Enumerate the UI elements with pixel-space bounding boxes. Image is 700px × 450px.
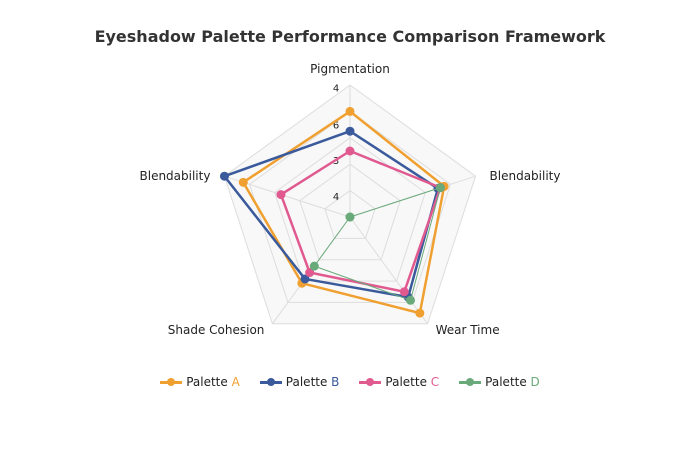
legend-item: Palette C bbox=[359, 375, 439, 389]
grid-ring bbox=[248, 110, 452, 303]
data-point bbox=[305, 268, 315, 278]
series-line bbox=[223, 129, 440, 299]
data-point bbox=[219, 171, 229, 181]
grid-ring bbox=[299, 163, 401, 261]
tick-label: 4 bbox=[333, 84, 339, 95]
axis-label: Shade Cohesion bbox=[168, 323, 265, 337]
grid-ring bbox=[223, 84, 477, 325]
data-point bbox=[435, 183, 445, 193]
legend-label: Palette D bbox=[485, 375, 540, 389]
data-point bbox=[406, 295, 416, 305]
data-point bbox=[345, 146, 355, 156]
axis-label: Wear Time bbox=[436, 323, 500, 337]
legend-swatch bbox=[259, 377, 282, 387]
series-line bbox=[242, 110, 446, 315]
legend-label: Palette B bbox=[285, 375, 340, 389]
tick-label: 4 bbox=[333, 192, 339, 203]
tick-label: 6 bbox=[333, 121, 339, 132]
legend-label: Palette A bbox=[186, 375, 240, 389]
data-point bbox=[276, 190, 286, 200]
data-point bbox=[415, 308, 425, 318]
grid-ring bbox=[324, 189, 376, 239]
data-point bbox=[345, 212, 355, 222]
legend: Palette A Palette B Palette C Palette D bbox=[0, 375, 700, 389]
data-point bbox=[300, 274, 310, 284]
axis-label: Blendability bbox=[490, 169, 561, 183]
legend-label: Palette C bbox=[385, 375, 440, 389]
data-point bbox=[399, 287, 409, 297]
data-point bbox=[309, 261, 319, 271]
data-point bbox=[238, 177, 248, 187]
data-point bbox=[345, 126, 355, 136]
axis-label: Blendability bbox=[140, 169, 211, 183]
legend-swatch bbox=[459, 377, 482, 387]
tick-label: 3 bbox=[333, 156, 339, 167]
legend-item: Palette B bbox=[259, 375, 340, 389]
data-point bbox=[345, 106, 355, 116]
legend-item: Palette A bbox=[160, 375, 240, 389]
legend-item: Palette D bbox=[459, 375, 540, 389]
chart-title: Eyeshadow Palette Performance Comparison… bbox=[94, 27, 606, 46]
axis-label: Pigmentation bbox=[310, 62, 390, 76]
grid-spoke bbox=[349, 216, 428, 325]
legend-swatch bbox=[160, 377, 183, 387]
legend-swatch bbox=[359, 377, 382, 387]
series-line bbox=[279, 149, 442, 294]
